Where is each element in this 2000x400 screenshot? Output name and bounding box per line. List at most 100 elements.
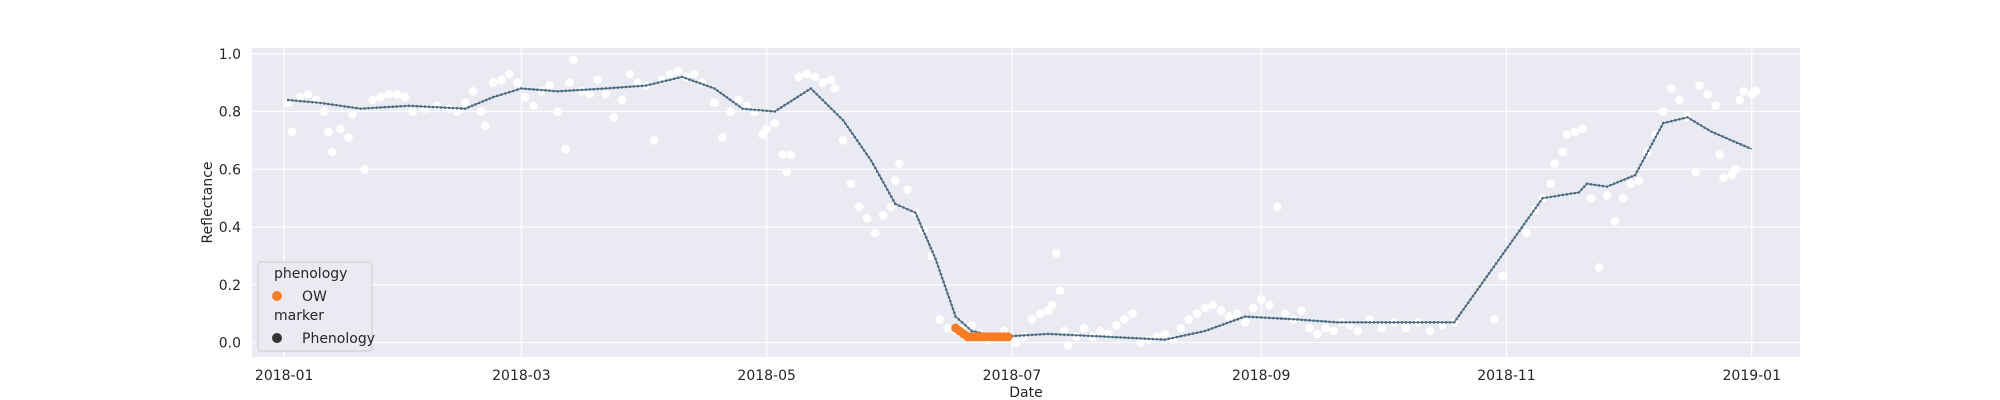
curve-sample xyxy=(499,93,503,96)
curve-sample xyxy=(1034,333,1038,336)
observation-point xyxy=(601,89,611,99)
observation-point xyxy=(1019,332,1029,342)
observation-point xyxy=(778,150,788,160)
curve-sample xyxy=(1376,321,1380,324)
observation-point xyxy=(1080,323,1089,333)
observation-point xyxy=(1602,190,1612,200)
curve-sample xyxy=(915,214,919,218)
curve-sample xyxy=(1589,183,1593,186)
curve-sample xyxy=(290,99,294,102)
curve-sample xyxy=(1062,333,1066,336)
curve-sample xyxy=(1699,124,1703,127)
curve-sample xyxy=(1513,236,1517,239)
curve-sample xyxy=(1416,321,1420,324)
legend-title-marker: marker xyxy=(274,308,324,324)
curve-sample xyxy=(709,85,713,89)
observation-point xyxy=(368,95,377,105)
observation-point xyxy=(794,72,804,82)
legend-box xyxy=(257,261,373,352)
curve-sample xyxy=(783,103,786,107)
curve-sample xyxy=(935,261,939,264)
curve-sample xyxy=(1038,333,1042,336)
curve-sample xyxy=(1612,182,1616,186)
curve-sample xyxy=(1308,319,1311,322)
observation-point xyxy=(400,92,410,102)
curve-sample xyxy=(1506,245,1510,249)
curve-sample xyxy=(584,88,588,91)
curve-sample xyxy=(824,101,827,105)
x-tick-label: 2018-09 xyxy=(1232,368,1291,384)
observation-point xyxy=(496,75,506,85)
curve-sample xyxy=(1650,142,1654,146)
curve-sample xyxy=(536,88,539,92)
curve-sample xyxy=(1312,319,1315,322)
curve-sample xyxy=(1601,184,1605,188)
curve-sample xyxy=(702,83,705,86)
curve-sample xyxy=(1167,337,1171,341)
observation-point xyxy=(295,92,305,102)
observation-point xyxy=(1240,318,1250,327)
curve-sample xyxy=(1511,239,1514,242)
curve-sample xyxy=(838,116,842,119)
curve-sample xyxy=(1210,327,1214,330)
curve-sample xyxy=(1459,311,1463,314)
smoothed-curve xyxy=(286,75,1753,341)
curve-sample xyxy=(298,99,302,103)
observation-point xyxy=(1731,164,1740,174)
curve-sample xyxy=(1706,128,1710,131)
observation-point xyxy=(320,107,329,116)
curve-sample xyxy=(1494,262,1498,265)
curve-sample xyxy=(885,188,889,191)
observation-point xyxy=(887,202,896,212)
curve-sample xyxy=(520,87,523,90)
curve-sample xyxy=(351,106,354,109)
curve-sample xyxy=(306,100,310,104)
curve-sample xyxy=(1300,318,1303,322)
observation-point xyxy=(1739,87,1749,96)
curve-sample xyxy=(1485,275,1489,278)
curve-sample xyxy=(1151,337,1154,341)
curve-sample xyxy=(1103,335,1106,338)
curve-sample xyxy=(596,87,600,91)
observation-point xyxy=(577,87,587,96)
curve-sample xyxy=(1501,252,1505,256)
curve-sample xyxy=(540,88,543,92)
curve-sample xyxy=(403,104,407,108)
observation-point xyxy=(1522,228,1531,238)
curve-sample xyxy=(1018,334,1022,337)
observation-point xyxy=(1594,263,1604,272)
curve-sample xyxy=(832,110,836,113)
observation-point xyxy=(742,101,751,111)
curve-sample xyxy=(779,106,783,109)
curve-sample xyxy=(950,303,953,307)
curve-sample xyxy=(672,77,676,81)
curve-sample xyxy=(1288,317,1291,321)
observation-point xyxy=(830,84,840,93)
curve-sample xyxy=(1490,268,1493,272)
curve-sample xyxy=(1107,335,1110,339)
curve-sample xyxy=(1674,118,1677,122)
observation-point xyxy=(1586,193,1596,203)
curve-sample xyxy=(580,88,584,92)
curve-sample xyxy=(858,142,861,146)
curve-sample xyxy=(1155,337,1158,341)
curve-sample xyxy=(1392,321,1396,324)
curve-sample xyxy=(367,106,370,110)
curve-sample xyxy=(343,105,346,108)
observation-point xyxy=(649,136,659,145)
curve-sample xyxy=(474,103,477,106)
curve-sample xyxy=(1022,334,1026,337)
curve-sample xyxy=(1478,285,1482,288)
curve-sample xyxy=(944,288,948,291)
observation-point xyxy=(818,78,828,87)
observation-point xyxy=(408,107,418,116)
curve-sample xyxy=(1014,334,1018,338)
curve-sample xyxy=(1263,316,1267,319)
curve-sample xyxy=(1743,144,1746,148)
observation-point xyxy=(1498,271,1507,281)
observation-point xyxy=(673,66,683,76)
observation-point xyxy=(1176,323,1186,333)
curve-sample xyxy=(809,87,813,90)
observation-point xyxy=(561,144,570,154)
observation-point xyxy=(303,89,313,99)
